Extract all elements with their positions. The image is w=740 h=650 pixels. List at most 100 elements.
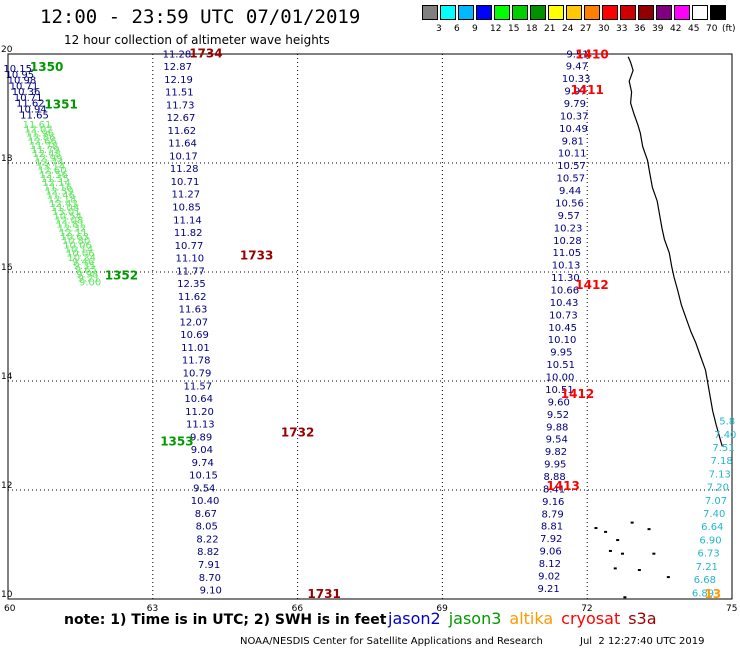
pass-time-label: 1410 bbox=[575, 47, 608, 61]
scale-label: 70 bbox=[706, 24, 718, 34]
lon-tick-label: 66 bbox=[292, 604, 304, 614]
wave-height-value: 11.62 bbox=[167, 126, 196, 137]
wave-height-value: 9.44 bbox=[559, 186, 581, 197]
scale-label: 6 bbox=[454, 24, 460, 34]
scale-swatch bbox=[656, 5, 672, 20]
legend-cryosat: cryosat bbox=[561, 609, 621, 628]
wave-height-value: 9.52 bbox=[547, 410, 569, 421]
wave-height-value: 11.73 bbox=[166, 100, 195, 111]
pass-time-label: 1412 bbox=[561, 387, 594, 401]
scale-label: 24 bbox=[562, 24, 574, 34]
wave-height-value: 8.79 bbox=[541, 509, 563, 520]
wave-height-value: 8.82 bbox=[197, 547, 219, 558]
wave-height-value: 9.89 bbox=[190, 432, 212, 443]
wave-height-value: 11.14 bbox=[173, 215, 202, 226]
scale-swatch bbox=[692, 5, 708, 20]
wave-height-value: 10.15 bbox=[189, 471, 218, 482]
wave-height-value: 6.64 bbox=[701, 522, 723, 533]
scale-label: 45 bbox=[688, 24, 700, 34]
wave-height-value: 8.12 bbox=[539, 559, 561, 570]
wave-height-value: 6.90 bbox=[699, 536, 721, 547]
wave-height-value: 6.89 bbox=[692, 588, 714, 599]
island-mark bbox=[604, 530, 608, 533]
wave-height-value: 9.95 bbox=[544, 460, 566, 471]
wave-height-value: 12.19 bbox=[164, 75, 193, 86]
wave-height-value: 11.55 bbox=[41, 174, 70, 185]
scale-label: 9 bbox=[472, 24, 478, 34]
lon-tick-label: 75 bbox=[726, 604, 737, 614]
scale-swatch bbox=[494, 5, 510, 20]
wave-height-value: 11.57 bbox=[183, 381, 212, 392]
legend-altika: altika bbox=[509, 609, 554, 628]
wave-height-value: 10.17 bbox=[169, 151, 198, 162]
wave-height-value: 10.37 bbox=[560, 111, 589, 122]
wave-height-value: 9.21 bbox=[537, 584, 559, 595]
wave-height-value: 11.64 bbox=[168, 139, 197, 150]
wave-height-value: 7.91 bbox=[198, 560, 220, 571]
island-mark bbox=[613, 567, 617, 570]
wave-height-value: 7.40 bbox=[703, 509, 725, 520]
wave-height-value: 11.05 bbox=[552, 248, 581, 259]
wave-height-value: 12.60 bbox=[38, 166, 67, 177]
wave-height-value: 9.81 bbox=[562, 136, 584, 147]
wave-height-value: 10.57 bbox=[556, 174, 585, 185]
wave-height-value: 9.51 bbox=[566, 49, 588, 60]
wave-height-value: 13.14 bbox=[37, 162, 66, 173]
pass-time-label: 1732 bbox=[281, 426, 314, 440]
wave-height-value: 10.51 bbox=[545, 385, 574, 396]
wave-height-value: 10.64 bbox=[184, 394, 213, 405]
wave-height-value: 10.13 bbox=[552, 261, 581, 272]
wave-height-value: 12.32 bbox=[58, 224, 87, 235]
lon-tick-label: 60 bbox=[4, 604, 16, 614]
pass-time-label: 1353 bbox=[160, 434, 193, 448]
satellite-legend: jason2 jason3 altika cryosat s3a bbox=[388, 609, 665, 628]
scale-label: 21 bbox=[544, 24, 556, 34]
wave-height-value: 8.70 bbox=[199, 573, 221, 584]
wave-height-value: 9.98 bbox=[76, 269, 98, 280]
map-subtitle: 12 hour collection of altimeter wave hei… bbox=[64, 33, 330, 47]
wave-height-value: 10.23 bbox=[554, 223, 583, 234]
pass-time-label: 1731 bbox=[307, 587, 340, 601]
wave-height-value: 9.82 bbox=[545, 447, 567, 458]
wave-height-value: 11.79 bbox=[31, 145, 60, 156]
wave-height-value: 10.69 bbox=[180, 330, 209, 341]
wave-height-value: 13.01 bbox=[52, 207, 81, 218]
island-mark bbox=[616, 539, 620, 542]
wave-height-value: 12.87 bbox=[163, 62, 192, 73]
wave-height-value: 10.94 bbox=[18, 105, 47, 116]
pass-time-label: 1733 bbox=[240, 249, 273, 263]
wave-height-value: 10.34 bbox=[67, 253, 96, 264]
wave-height-value: 12.43 bbox=[49, 199, 78, 210]
lat-tick-label: 20 bbox=[1, 45, 13, 55]
wave-height-value: 9.35 bbox=[73, 261, 95, 272]
wave-height-value: 11.16 bbox=[44, 182, 73, 193]
wave-height-value: 11.62 bbox=[16, 99, 45, 110]
scale-label: 30 bbox=[598, 24, 610, 34]
pass-time-label: 1350 bbox=[30, 60, 63, 74]
wave-height-value: 8.05 bbox=[196, 522, 218, 533]
wave-height-value: 8.22 bbox=[196, 535, 218, 546]
wave-height-value: 12.48 bbox=[32, 149, 61, 160]
wave-height-value: 8.67 bbox=[195, 509, 217, 520]
wave-height-value: 11.65 bbox=[20, 110, 49, 121]
scale-swatch bbox=[440, 5, 456, 20]
wave-height-value: 10.54 bbox=[53, 211, 82, 222]
wave-height-value: 11.30 bbox=[551, 273, 580, 284]
lat-tick-label: 18 bbox=[1, 154, 13, 164]
scale-swatch bbox=[512, 5, 528, 20]
wave-height-value: 10.85 bbox=[172, 203, 201, 214]
wave-height-value: 9.74 bbox=[192, 458, 214, 469]
wave-height-value: 9.06 bbox=[539, 547, 561, 558]
wave-height-value: 11.81 bbox=[56, 220, 85, 231]
wave-height-value: 9.21 bbox=[78, 274, 100, 285]
wave-height-value: 11.61 bbox=[23, 120, 52, 131]
wave-height-value: 11.77 bbox=[176, 266, 205, 277]
scale-swatch bbox=[584, 5, 600, 20]
scale-swatch bbox=[674, 5, 690, 20]
lon-tick-label: 72 bbox=[581, 604, 592, 614]
wave-height-value: 9.97 bbox=[564, 87, 586, 98]
scale-label: 33 bbox=[616, 24, 628, 34]
wave-height-value: 12.74 bbox=[35, 157, 64, 168]
scale-label: 36 bbox=[634, 24, 646, 34]
scale-label: 27 bbox=[580, 24, 592, 34]
